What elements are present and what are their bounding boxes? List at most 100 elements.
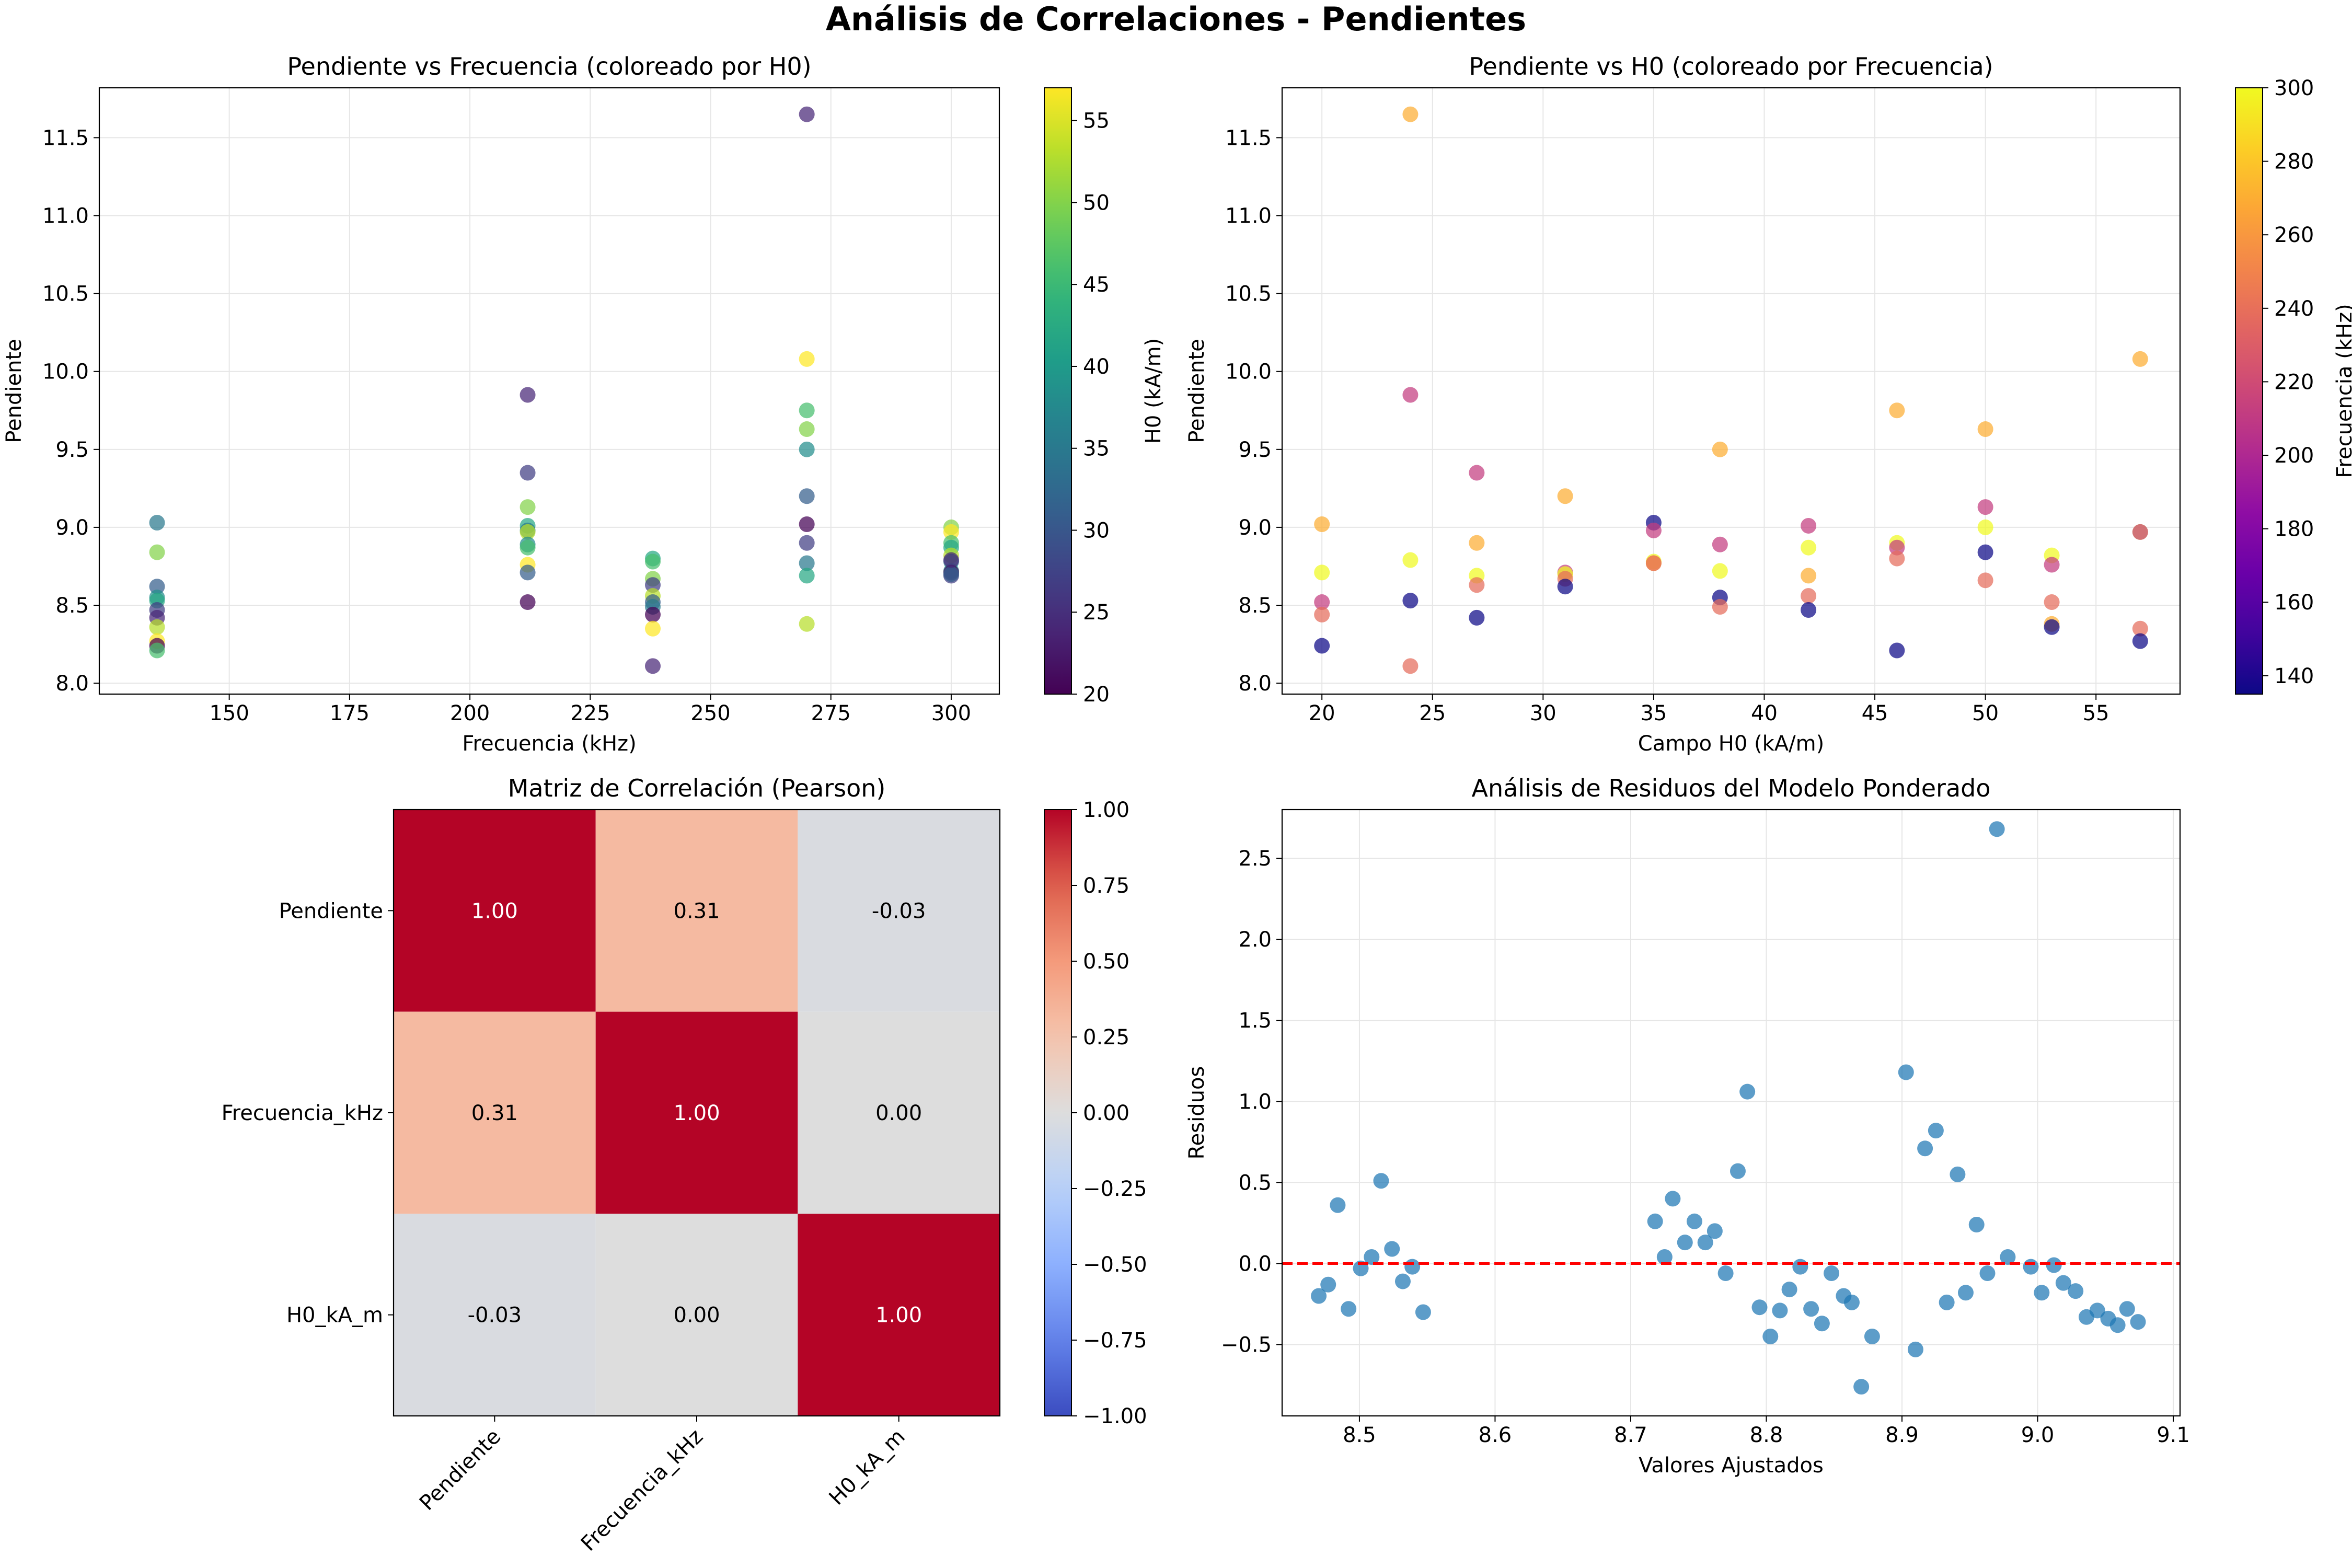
- x-tick-label: 8.6: [1479, 1423, 1512, 1447]
- chart-title: Pendiente vs Frecuencia (coloreado por H…: [287, 52, 811, 80]
- colorbar-tick-label: 200: [2274, 444, 2314, 468]
- residual-point: [1814, 1316, 1830, 1332]
- residual-point: [1364, 1249, 1380, 1265]
- data-point: [1314, 594, 1330, 610]
- heatmap-cell: [595, 1011, 798, 1214]
- data-point: [1712, 563, 1728, 579]
- residual-point: [1677, 1235, 1693, 1251]
- data-point: [1402, 387, 1419, 403]
- x-tick-label: 20: [1309, 701, 1335, 725]
- y-tick-label: 10.5: [1225, 282, 1272, 306]
- data-point: [1889, 539, 1905, 556]
- residual-point: [1341, 1301, 1357, 1317]
- colorbar-tick-label: 0.25: [1083, 1025, 1129, 1050]
- y-tick-label: 10.0: [42, 360, 89, 384]
- data-point: [1712, 536, 1728, 552]
- data-point: [1557, 488, 1573, 504]
- data-point: [943, 524, 959, 540]
- x-tick-label: 175: [330, 701, 370, 725]
- data-point: [799, 616, 815, 632]
- data-point: [149, 642, 165, 659]
- x-tick-label: 250: [690, 701, 730, 725]
- data-point: [799, 402, 815, 419]
- colorbar-tick-label: 50: [1083, 191, 1110, 215]
- colorbar-tick-label: 35: [1083, 437, 1110, 461]
- data-point: [799, 351, 815, 367]
- data-point: [1889, 402, 1905, 419]
- colorbar-tick-label: −0.25: [1083, 1177, 1147, 1201]
- data-point: [799, 441, 815, 457]
- x-tick-label: 8.9: [1885, 1423, 1919, 1447]
- x-tick-label: 225: [570, 701, 610, 725]
- heatmap-cell: [798, 1214, 1000, 1416]
- colorbar: [1044, 87, 1072, 695]
- x-tick-label: 50: [1972, 701, 1999, 725]
- residual-point: [1665, 1191, 1681, 1207]
- y-tick-label: 8.0: [55, 672, 89, 696]
- residual-point: [2068, 1283, 2084, 1299]
- data-point: [1801, 602, 1817, 618]
- residual-point: [1803, 1301, 1819, 1317]
- residual-point: [2119, 1301, 2135, 1317]
- colorbar-tick-label: 45: [1083, 273, 1110, 297]
- x-tick-label: 8.7: [1614, 1423, 1647, 1447]
- residual-point: [2130, 1314, 2146, 1330]
- data-point: [2132, 620, 2148, 637]
- x-tick-label: 40: [1751, 701, 1778, 725]
- data-point: [520, 499, 536, 515]
- x-tick-label: 35: [1640, 701, 1667, 725]
- colorbar-tick-label: 160: [2274, 591, 2314, 615]
- residual-point: [1928, 1123, 1944, 1139]
- colorbar: [1044, 809, 1072, 1416]
- data-point: [1469, 535, 1485, 551]
- residual-point: [1824, 1265, 1840, 1282]
- data-point: [943, 552, 959, 568]
- residual-point: [1311, 1288, 1327, 1304]
- residual-point: [2055, 1275, 2071, 1291]
- data-point: [799, 106, 815, 122]
- colorbar-tick-label: −1.00: [1083, 1404, 1147, 1428]
- colorbar-tick-label: 55: [1083, 109, 1110, 133]
- data-point: [1469, 609, 1485, 626]
- residual-point: [2023, 1259, 2039, 1275]
- x-tick-label: Pendiente: [415, 1425, 506, 1516]
- residual-point: [1957, 1285, 1974, 1301]
- y-tick-label: Pendiente: [279, 899, 383, 923]
- y-tick-label: −0.5: [1221, 1333, 1272, 1357]
- data-point: [2132, 633, 2148, 649]
- data-point: [1402, 106, 1419, 122]
- colorbar-tick-label: 240: [2274, 297, 2314, 321]
- residual-point: [2046, 1257, 2062, 1273]
- data-point: [1469, 577, 1485, 593]
- residual-point: [1330, 1197, 1346, 1213]
- colorbar-label: Frecuencia (kHz): [2333, 304, 2352, 478]
- colorbar-tick-label: 20: [1083, 683, 1110, 707]
- cell-value-label: 1.00: [875, 1304, 922, 1328]
- residual-point: [1707, 1223, 1723, 1239]
- colorbar-tick-label: 0.75: [1083, 874, 1129, 898]
- data-point: [799, 516, 815, 532]
- y-axis-label: Pendiente: [1185, 339, 1209, 443]
- y-tick-label: 2.0: [1238, 928, 1272, 952]
- data-point: [1712, 599, 1728, 615]
- data-point: [520, 564, 536, 581]
- cell-value-label: 0.31: [471, 1101, 518, 1125]
- x-tick-label: 25: [1419, 701, 1446, 725]
- residual-point: [1404, 1259, 1421, 1275]
- cell-value-label: 1.00: [673, 1101, 720, 1125]
- residual-point: [1917, 1140, 1933, 1157]
- data-point: [644, 606, 661, 622]
- y-tick-label: 8.5: [1238, 594, 1272, 618]
- data-point: [1314, 564, 1330, 581]
- scatter-h0-panel: 20 25 30 35 40 45 50 55 8.0 8.5 9.0 9.5 10.0 10.5 11.0…: [1185, 52, 2352, 756]
- data-point: [520, 387, 536, 403]
- y-tick-label: Frecuencia_kHz: [222, 1101, 383, 1125]
- data-point: [1977, 572, 1993, 589]
- y-tick-label: 9.0: [1238, 516, 1272, 540]
- colorbar-tick-label: −0.75: [1083, 1329, 1147, 1353]
- data-point: [799, 535, 815, 551]
- cell-value-label: -0.03: [468, 1304, 522, 1328]
- data-point: [1977, 499, 1993, 515]
- x-tick-label: 8.8: [1750, 1423, 1783, 1447]
